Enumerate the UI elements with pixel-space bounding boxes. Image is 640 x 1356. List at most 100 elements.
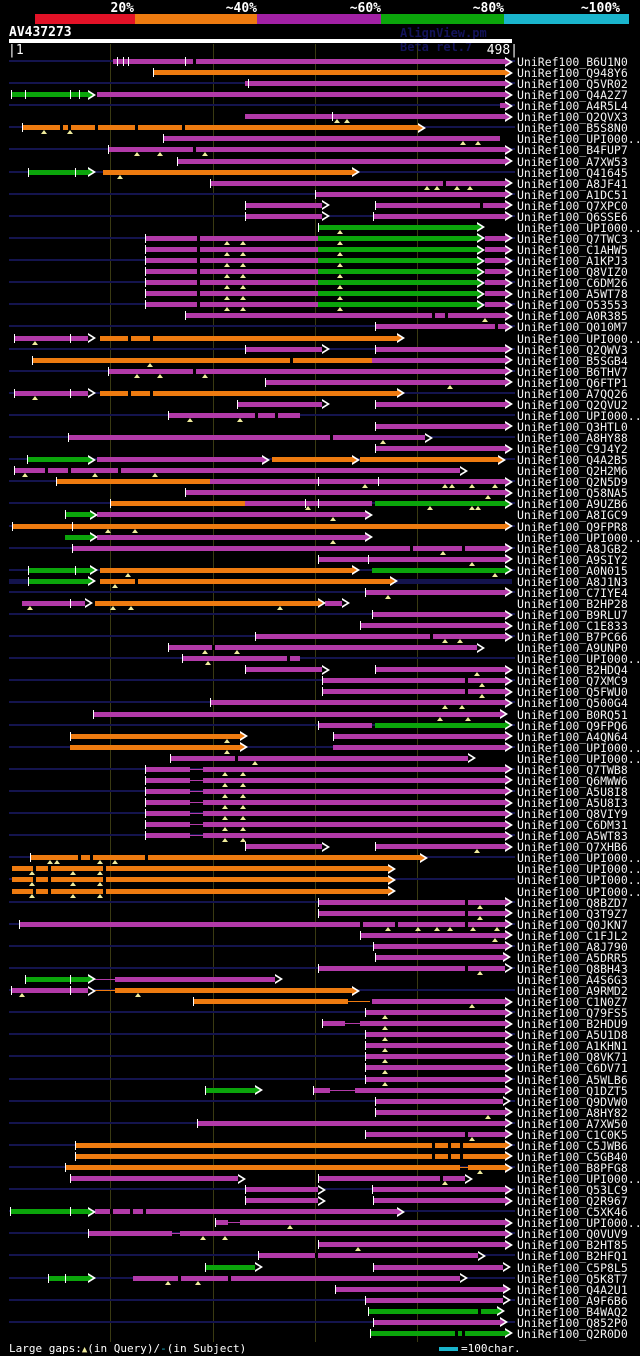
alignment-bar[interactable] — [375, 446, 505, 452]
hit-label[interactable]: UniRef100_B5S8N0 — [517, 121, 628, 136]
hit-label[interactable]: UniRef100_C6DM26 — [517, 276, 628, 291]
alignment-bar[interactable] — [375, 401, 505, 407]
alignment-bar[interactable] — [375, 1098, 503, 1104]
alignment-bar[interactable] — [318, 899, 505, 905]
alignment-bar[interactable] — [14, 335, 88, 341]
hit-label[interactable]: UniRef100_B9RLU7 — [517, 608, 628, 622]
alignment-bar[interactable] — [245, 667, 322, 673]
alignment-bar[interactable] — [75, 1142, 505, 1148]
hit-label[interactable]: UniRef100_A8JF41 — [517, 176, 628, 191]
hit-label[interactable]: UniRef100_A8JGB2 — [517, 541, 628, 556]
alignment-bar[interactable] — [95, 990, 115, 992]
alignment-bar[interactable] — [203, 788, 505, 794]
alignment-bar[interactable] — [28, 578, 88, 584]
alignment-bar[interactable] — [182, 656, 300, 662]
hit-label[interactable]: UniRef100_A0N015 — [517, 563, 628, 578]
hit-label[interactable]: UniRef100_Q1DZT5 — [517, 1083, 628, 1098]
alignment-bar[interactable] — [365, 1032, 505, 1038]
hit-label[interactable]: UniRef100_C5XK46 — [517, 1205, 628, 1220]
alignment-bar[interactable] — [70, 1176, 238, 1182]
hit-label[interactable]: UniRef100_B7PC66 — [517, 630, 628, 645]
hit-label[interactable]: UniRef100_A0R385 — [517, 309, 628, 324]
hit-label[interactable]: UniRef100_B0RQ51 — [517, 707, 628, 722]
hit-label[interactable]: UniRef100_C6DM31 — [517, 818, 628, 833]
alignment-bar[interactable] — [203, 800, 505, 806]
hit-label[interactable]: UniRef100_A8HY88 — [517, 431, 628, 446]
hit-label[interactable]: UniRef100_A5U8I3 — [517, 796, 628, 811]
hit-label[interactable]: UniRef100_B6THV7 — [517, 364, 628, 379]
alignment-bar[interactable] — [32, 357, 372, 363]
hit-label[interactable]: UniRef100_Q2QVU2 — [517, 397, 628, 412]
hit-label[interactable]: UniRef100_Q010M7 — [517, 320, 628, 335]
hit-label[interactable]: UniRef100_B2HP28 — [517, 596, 628, 611]
hit-label[interactable]: UniRef100_Q4A2Z7 — [517, 88, 628, 103]
alignment-bar[interactable] — [348, 1001, 370, 1003]
alignment-bar[interactable] — [485, 302, 505, 308]
alignment-bar[interactable] — [318, 224, 477, 230]
alignment-bar[interactable] — [375, 722, 505, 728]
hit-label[interactable]: UniRef100_Q8VK71 — [517, 1050, 628, 1065]
hit-label[interactable]: UniRef100_C7IYE4 — [517, 585, 628, 600]
hit-label[interactable]: UniRef100_Q7TWC3 — [517, 231, 628, 246]
hit-label[interactable]: UniRef100_A9UNP0 — [517, 641, 628, 656]
alignment-bar[interactable] — [258, 1253, 478, 1259]
alignment-bar[interactable] — [180, 1231, 505, 1237]
hit-label[interactable]: UniRef100_Q500G4 — [517, 696, 628, 711]
alignment-bar[interactable] — [168, 412, 300, 418]
alignment-bar[interactable] — [145, 280, 318, 286]
alignment-bar[interactable] — [145, 822, 190, 828]
alignment-bar[interactable] — [145, 800, 190, 806]
alignment-bar[interactable] — [190, 768, 203, 770]
alignment-bar[interactable] — [485, 247, 505, 253]
hit-label[interactable]: UniRef100_A1KHN1 — [517, 1039, 628, 1054]
alignment-bar[interactable] — [103, 169, 352, 175]
alignment-bar[interactable] — [365, 1297, 503, 1303]
hit-label[interactable]: UniRef100_A5WT78 — [517, 287, 628, 302]
alignment-bar[interactable] — [14, 390, 88, 396]
alignment-bar[interactable] — [10, 1209, 88, 1215]
alignment-bar[interactable] — [100, 578, 390, 584]
alignment-bar[interactable] — [97, 92, 505, 98]
alignment-bar[interactable] — [322, 689, 505, 695]
alignment-bar[interactable] — [163, 136, 500, 142]
alignment-bar[interactable] — [370, 1330, 505, 1336]
alignment-bar[interactable] — [113, 59, 505, 64]
alignment-bar[interactable] — [375, 667, 505, 673]
hit-label[interactable]: UniRef100_Q6SSE6 — [517, 209, 628, 224]
alignment-bar[interactable] — [110, 501, 245, 507]
alignment-bar[interactable] — [68, 435, 425, 441]
alignment-bar[interactable] — [75, 1153, 505, 1159]
alignment-bar[interactable] — [27, 457, 88, 463]
hit-label[interactable]: UniRef100_Q2R967 — [517, 1194, 628, 1209]
hit-label[interactable]: UniRef100_Q9FPQ6 — [517, 718, 628, 733]
hit-label[interactable]: UniRef100_Q2H2M6 — [517, 464, 628, 479]
hit-label[interactable]: UniRef100_O53553 — [517, 298, 628, 313]
alignment-bar[interactable] — [468, 1165, 505, 1170]
hit-label[interactable]: UniRef100_Q5K8T7 — [517, 1271, 628, 1286]
alignment-bar[interactable] — [373, 1319, 500, 1325]
alignment-bar[interactable] — [375, 346, 505, 352]
alignment-bar[interactable] — [318, 235, 477, 241]
alignment-bar[interactable] — [313, 1087, 330, 1093]
hit-label[interactable]: UniRef100_B8PFG8 — [517, 1161, 628, 1175]
alignment-bar[interactable] — [22, 125, 418, 131]
alignment-bar[interactable] — [372, 612, 505, 617]
alignment-bar[interactable] — [375, 844, 505, 850]
alignment-bar[interactable] — [318, 302, 477, 308]
hit-label[interactable]: UniRef100_Q8BH43 — [517, 961, 628, 976]
hit-label[interactable]: UniRef100_B2HFQ1 — [517, 1249, 628, 1264]
hit-label[interactable]: UniRef100_B5SGB4 — [517, 353, 628, 368]
alignment-bar[interactable] — [325, 600, 342, 606]
alignment-bar[interactable] — [25, 976, 88, 982]
hit-label[interactable]: UniRef100_B6U1N0 — [517, 55, 628, 69]
hit-label[interactable]: UniRef100_B4FUP7 — [517, 143, 628, 158]
alignment-bar[interactable] — [203, 777, 505, 783]
hit-label[interactable]: UniRef100_Q79FS5 — [517, 1006, 628, 1021]
alignment-bar[interactable] — [365, 1065, 505, 1071]
alignment-bar[interactable] — [318, 910, 505, 916]
hit-label[interactable]: UniRef100_B2HDU9 — [517, 1017, 628, 1032]
alignment-bar[interactable] — [375, 1109, 505, 1115]
alignment-bar[interactable] — [318, 247, 477, 253]
hit-label[interactable]: UniRef100_Q2R0D0 — [517, 1326, 628, 1341]
hit-label[interactable]: UniRef100_UPI000.. — [517, 1172, 640, 1187]
